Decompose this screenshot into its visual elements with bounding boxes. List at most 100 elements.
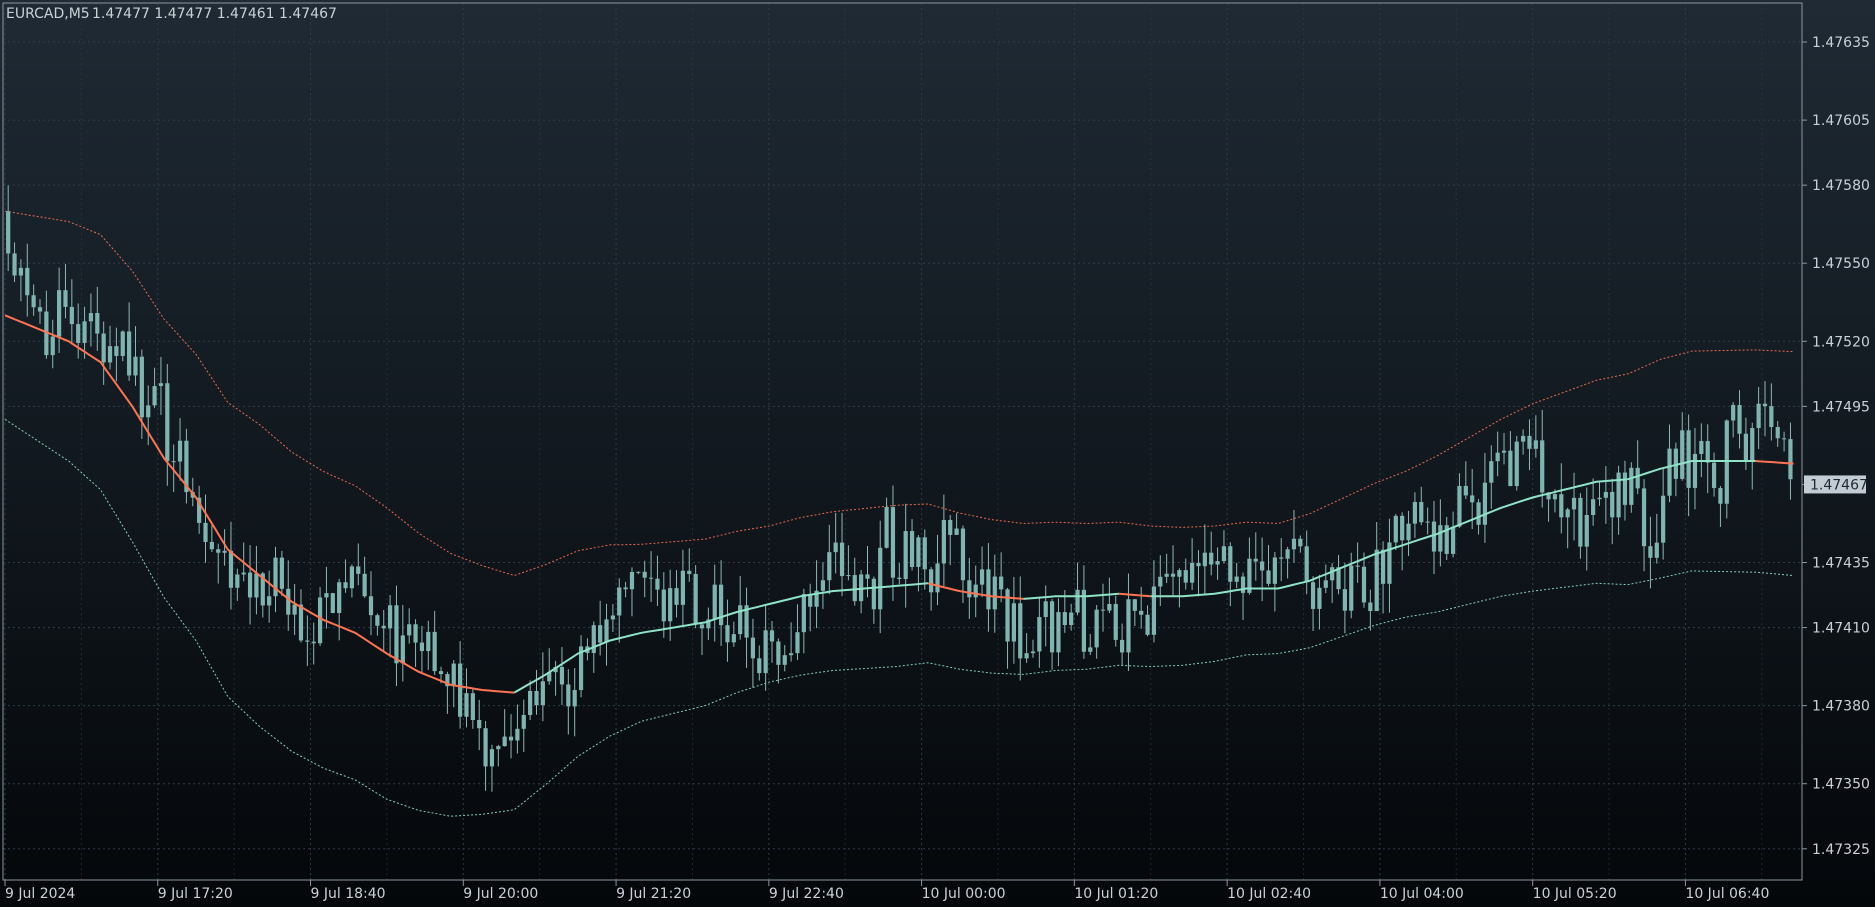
candle [655,555,660,606]
candle-body [1119,639,1125,653]
candle-body [228,550,234,588]
y-tick-label: 1.47605 [1812,113,1870,129]
candle [776,638,781,684]
candle [502,709,507,747]
x-tick-label: 10 Jul 00:00 [922,886,1006,902]
candle [941,494,946,587]
candle [1151,560,1157,643]
candle-body [578,646,584,691]
candle [706,607,711,640]
candle-body [890,507,896,578]
candle [782,645,787,672]
y-tick-label: 1.47435 [1812,556,1870,572]
candle-body [1622,472,1628,505]
candle [1228,542,1233,607]
candle [1412,492,1418,539]
candle [1266,545,1271,587]
ohlc-readout: 1.47477 1.47477 1.47461 1.47467 [92,6,337,22]
candle-body [222,550,227,553]
candle-body [120,331,125,356]
candle [311,622,316,665]
candle-body [661,589,666,622]
candle [1330,563,1335,604]
candle [273,546,278,613]
candle [305,615,310,666]
candle-body [1164,573,1169,577]
candle-body [419,642,425,652]
candle-body [337,582,342,614]
candle-body [1024,653,1029,659]
candle-body [591,625,596,653]
candle-body [18,267,24,276]
candle [859,569,864,614]
candle-body [547,672,552,682]
candle-body [1330,567,1335,581]
candle-body [88,313,94,322]
candle [368,571,374,636]
candle-body [1431,521,1437,552]
candle-body [413,624,418,643]
candle [127,302,132,381]
x-tick-label: 10 Jul 04:00 [1380,886,1464,902]
candle [1718,485,1723,527]
candle [18,259,24,302]
candle [1317,574,1322,630]
candle-body [1355,565,1360,567]
candle-body [1349,565,1354,611]
candle [1654,513,1659,564]
candle [508,714,514,759]
candle [317,586,323,646]
candle-body [171,461,176,463]
candle-body [426,631,431,652]
candle-body [25,267,30,296]
candle-body [1686,430,1691,488]
candle-body [1049,601,1055,653]
candle [833,512,838,574]
candle-body [1457,485,1462,527]
candle [1069,603,1074,631]
candle-body [1482,482,1488,525]
candle [731,621,736,647]
candle [419,625,425,674]
candle-body [184,440,189,493]
candle [1667,424,1672,503]
candle-body [1209,552,1214,565]
candle [1501,433,1507,465]
candle [1463,461,1468,500]
candle [1202,524,1207,596]
candle-body [1444,525,1449,554]
candle-body [273,557,278,597]
candle [1540,409,1545,508]
candle-body [496,746,501,750]
candle-body [375,615,380,626]
candle-body [1540,440,1545,493]
candle [349,564,355,598]
candle-body [458,663,463,717]
candle [744,587,749,668]
candle-body [1062,612,1067,626]
candle [680,549,686,628]
candle [642,560,647,598]
candle [1705,424,1710,494]
candle [547,648,552,685]
candle [1450,511,1456,558]
candle-body [1750,428,1755,462]
candle [95,286,100,351]
candle [1037,596,1042,668]
x-tick-label: 9 Jul 20:00 [463,886,538,902]
candle [44,290,49,359]
candle [76,303,81,359]
candle [1234,562,1239,589]
candle [1622,460,1628,521]
candle [1253,532,1258,581]
candle-body [986,569,991,610]
candle [445,671,450,714]
candle [1336,554,1341,595]
candle-body [317,597,323,644]
candle [1126,573,1131,672]
candle [1279,538,1284,582]
candle [120,330,125,362]
x-tick-label: 10 Jul 02:40 [1227,886,1311,902]
